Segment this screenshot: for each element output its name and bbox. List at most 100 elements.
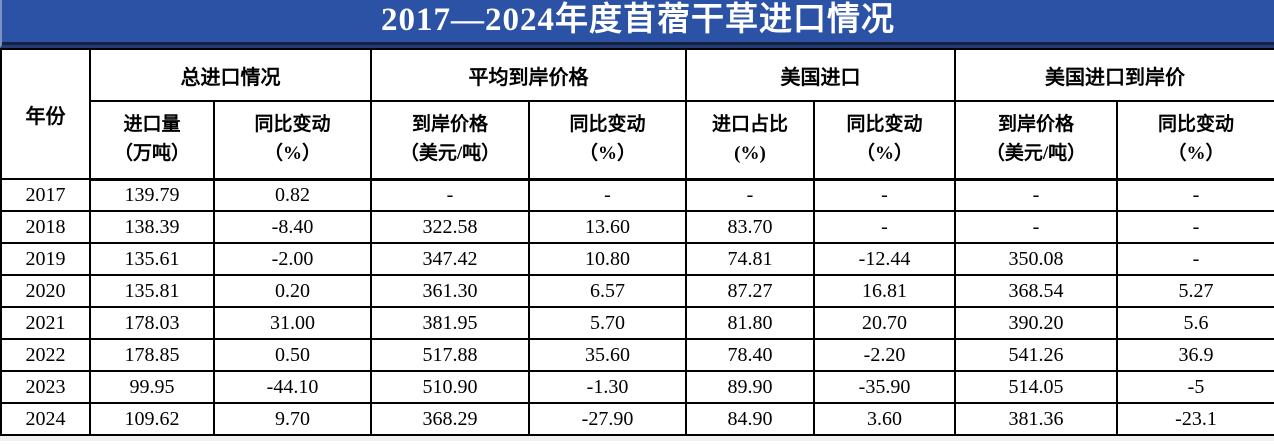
data-cell: 514.05 (954, 370, 1118, 404)
data-cell: 6.57 (528, 274, 687, 308)
col-header-line1: 到岸价格 (997, 114, 1074, 136)
col-header-import-volume: 进口量 （万吨） (89, 100, 215, 181)
data-cell: - (1116, 210, 1274, 244)
data-cell: 390.20 (954, 306, 1118, 340)
data-cell: 517.88 (370, 338, 530, 372)
year-cell: 2021 (0, 306, 91, 340)
data-cell: - (1116, 178, 1274, 212)
data-cell: -35.90 (813, 370, 956, 404)
col-header-yoy-change-price: 同比变动 （%） (528, 100, 687, 181)
data-cell: 109.62 (89, 402, 215, 436)
col-header-yoy-change-share: 同比变动 （%） (813, 100, 956, 181)
col-header-yoy-change-volume: 同比变动 （%） (213, 100, 372, 181)
data-cell: - (370, 178, 530, 212)
page-title: 2017—2024年度苜蓿干草进口情况 (381, 2, 895, 38)
col-header-line2: （美元/吨） (985, 142, 1087, 164)
data-cell: - (685, 178, 815, 212)
col-header-line1: 进口占比 (711, 114, 788, 136)
table-row: 2022 178.85 0.50 517.88 35.60 78.40 -2.20 541.2… (0, 338, 1274, 372)
col-header-line1: 同比变动 (1157, 114, 1234, 136)
data-cell: 10.80 (528, 242, 687, 276)
import-data-table: 年份 总进口情况 平均到岸价格 美国进口 美国进口到岸价 进口量 （万吨） 同比… (0, 48, 1274, 436)
data-cell: 381.36 (954, 402, 1118, 436)
data-cell: -2.00 (213, 242, 372, 276)
table-row: 2021 178.03 31.00 381.95 5.70 81.80 20.70 390.2… (0, 306, 1274, 340)
group-header-total-import: 总进口情况 (89, 48, 372, 102)
table-row: 2018 138.39 -8.40 322.58 13.60 83.70- - - (0, 210, 1274, 244)
col-header-line2: （美元/吨） (399, 142, 501, 164)
data-cell: 3.60 (813, 402, 956, 436)
data-cell: 74.81 (685, 242, 815, 276)
data-cell: -1.30 (528, 370, 687, 404)
data-cell: 510.90 (370, 370, 530, 404)
data-cell: 13.60 (528, 210, 687, 244)
col-header-line1: 到岸价格 (411, 114, 488, 136)
table-title-bar: 2017—2024年度苜蓿干草进口情况 (0, 0, 1274, 48)
col-header-yoy-change-us-price: 同比变动 （%） (1116, 100, 1274, 181)
group-header-us-cif-price: 美国进口到岸价 (954, 48, 1274, 102)
year-cell: 2017 (0, 178, 91, 212)
col-header-cif-price: 到岸价格 （美元/吨） (370, 100, 530, 181)
col-header-line2: （%） (578, 142, 636, 164)
col-header-line2: （万吨） (113, 142, 190, 164)
data-cell: 78.40 (685, 338, 815, 372)
col-header-line2: （%） (1167, 142, 1225, 164)
col-header-line2: （%） (855, 142, 913, 164)
year-cell: 2020 (0, 274, 91, 308)
data-cell: - (954, 210, 1118, 244)
data-cell: -12.44 (813, 242, 956, 276)
year-cell: 2019 (0, 242, 91, 276)
data-cell: -23.1 (1116, 402, 1274, 436)
data-cell: 381.95 (370, 306, 530, 340)
data-cell: 347.42 (370, 242, 530, 276)
data-cell: 5.6 (1116, 306, 1274, 340)
data-cell: 20.70 (813, 306, 956, 340)
data-cell: 87.27 (685, 274, 815, 308)
group-header-us-import: 美国进口 (685, 48, 956, 102)
data-cell: - (813, 210, 956, 244)
data-cell: 83.70 (685, 210, 815, 244)
data-cell: 31.00 (213, 306, 372, 340)
data-cell: 0.20 (213, 274, 372, 308)
col-header-line1: 同比变动 (569, 114, 646, 136)
data-cell: -44.10 (213, 370, 372, 404)
data-cell: 36.9 (1116, 338, 1274, 372)
footer-strip (0, 436, 1274, 441)
data-cell: 368.29 (370, 402, 530, 436)
data-cell: -8.40 (213, 210, 372, 244)
data-cell: - (1116, 242, 1274, 276)
data-cell: 5.70 (528, 306, 687, 340)
data-cell: 350.08 (954, 242, 1118, 276)
data-cell: 541.26 (954, 338, 1118, 372)
data-cell: - (528, 178, 687, 212)
data-cell: 361.30 (370, 274, 530, 308)
col-header-line2: （%） (263, 142, 321, 164)
data-cell: 81.80 (685, 306, 815, 340)
data-cell: 35.60 (528, 338, 687, 372)
data-cell: 135.61 (89, 242, 215, 276)
data-cell: 16.81 (813, 274, 956, 308)
table-row: 2023 99.95 -44.10 510.90 -1.30 89.90 -35.90 514… (0, 370, 1274, 404)
data-cell: 322.58 (370, 210, 530, 244)
year-cell: 2024 (0, 402, 91, 436)
data-cell: - (813, 178, 956, 212)
data-cell: 135.81 (89, 274, 215, 308)
data-cell: 0.50 (213, 338, 372, 372)
table-row: 2020 135.81 0.20 361.30 6.57 87.27 16.81 368.54… (0, 274, 1274, 308)
data-cell: -5 (1116, 370, 1274, 404)
data-cell: 368.54 (954, 274, 1118, 308)
year-cell: 2022 (0, 338, 91, 372)
year-cell: 2018 (0, 210, 91, 244)
data-cell: 139.79 (89, 178, 215, 212)
data-cell: 0.82 (213, 178, 372, 212)
year-cell: 2023 (0, 370, 91, 404)
data-cell: 9.70 (213, 402, 372, 436)
data-cell: 99.95 (89, 370, 215, 404)
data-cell: - (954, 178, 1118, 212)
data-cell: 89.90 (685, 370, 815, 404)
data-cell: 5.27 (1116, 274, 1274, 308)
group-header-avg-cif-price: 平均到岸价格 (370, 48, 687, 102)
col-header-line2: (%) (734, 142, 766, 164)
data-cell: 84.90 (685, 402, 815, 436)
